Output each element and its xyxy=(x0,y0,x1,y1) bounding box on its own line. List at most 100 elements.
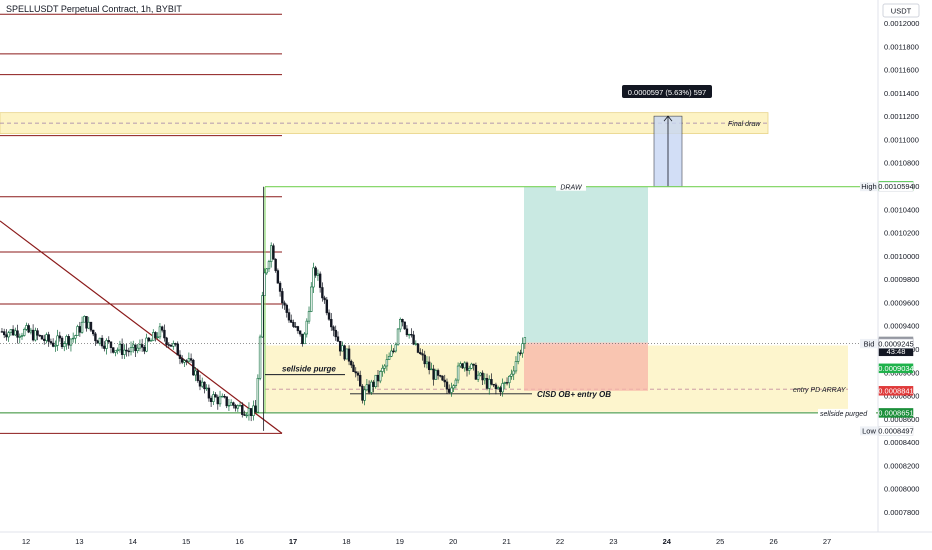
candle-body xyxy=(385,359,389,367)
candle-body xyxy=(212,394,215,402)
price-badge-label: 0.0008651 xyxy=(878,408,913,417)
candle-body xyxy=(276,270,280,284)
candle-body xyxy=(479,372,482,376)
candle-body xyxy=(481,372,484,381)
candle-body xyxy=(485,377,489,389)
candle-body xyxy=(488,379,491,389)
candle-body xyxy=(45,334,48,341)
candle-body xyxy=(365,384,369,391)
x-tick-label: 26 xyxy=(769,537,777,546)
candle-body xyxy=(330,319,333,328)
candle-body xyxy=(305,320,308,335)
candle-body xyxy=(156,336,159,338)
candle-body xyxy=(338,340,342,352)
candle-body xyxy=(229,402,233,406)
candle-body xyxy=(450,387,453,393)
final-draw-zone xyxy=(0,112,769,135)
y-tick-label: 0.0009800 xyxy=(884,275,919,284)
candle-body xyxy=(285,304,288,313)
candle-body xyxy=(194,370,197,376)
x-tick-label: 25 xyxy=(716,537,724,546)
candle-body xyxy=(412,334,415,345)
candle-body xyxy=(120,343,124,355)
candle-body xyxy=(149,340,153,342)
candle-body xyxy=(0,331,4,333)
candle-body xyxy=(387,356,391,360)
price-badge xyxy=(878,426,914,436)
candle-body xyxy=(401,319,404,323)
candle-body xyxy=(272,245,275,260)
candle-body xyxy=(20,335,24,337)
candle-body xyxy=(381,367,384,372)
countdown-label: 43:48 xyxy=(887,347,906,356)
price-badge-label: 0.0009034 xyxy=(878,364,913,373)
candle-body xyxy=(252,405,255,416)
x-tick-label: 19 xyxy=(396,537,404,546)
candle-body xyxy=(245,414,248,417)
candle-body xyxy=(38,334,41,337)
candle-body xyxy=(510,373,513,377)
candle-body xyxy=(352,364,355,372)
candle-body xyxy=(343,345,346,360)
candle-body xyxy=(192,359,195,376)
x-tick-label: 13 xyxy=(75,537,83,546)
candle-body xyxy=(307,311,311,322)
price-badge-prefix: Bid xyxy=(864,339,875,348)
candle-body xyxy=(96,340,99,344)
candle-body xyxy=(83,316,86,323)
candle-body xyxy=(323,297,326,301)
candle-body xyxy=(49,341,53,344)
candle-body xyxy=(152,332,155,341)
candle-body xyxy=(354,371,357,374)
candle-body xyxy=(499,387,502,393)
candle-body xyxy=(465,362,469,371)
candle-body xyxy=(334,329,337,338)
candle-body xyxy=(243,414,246,416)
currency-box[interactable] xyxy=(882,3,920,18)
candle-body xyxy=(218,396,222,405)
candle-body xyxy=(78,326,82,333)
price-badge-prefix-bg xyxy=(860,339,878,349)
candle-body xyxy=(427,361,431,371)
y-tick-label: 0.0009400 xyxy=(884,322,919,331)
y-tick-label: 0.0011200 xyxy=(884,112,919,121)
candle-body xyxy=(474,364,478,380)
candle-body xyxy=(189,358,193,361)
candle-body xyxy=(459,363,462,367)
y-tick-label: 0.0010000 xyxy=(884,252,919,261)
candle-body xyxy=(463,362,466,369)
candle-body xyxy=(60,337,64,348)
candle-body xyxy=(383,365,386,369)
x-tick-label: 17 xyxy=(289,537,297,546)
candle-body xyxy=(132,344,135,348)
candle-body xyxy=(347,348,351,362)
candle-body xyxy=(321,287,324,299)
candle-body xyxy=(439,375,442,377)
candle-body xyxy=(169,344,173,347)
candle-body xyxy=(107,340,110,343)
x-tick-label: 16 xyxy=(235,537,243,546)
candle-body xyxy=(74,335,77,339)
candle-body xyxy=(521,343,524,354)
candle-body xyxy=(47,334,50,342)
candle-body xyxy=(223,395,226,398)
candle-body xyxy=(178,354,182,359)
candle-body xyxy=(490,379,493,385)
candle-body xyxy=(25,325,28,330)
candle-body xyxy=(23,329,26,336)
candle-body xyxy=(519,352,522,355)
price-badge-prefix-bg xyxy=(860,182,878,192)
price-badge xyxy=(878,386,914,396)
candle-body xyxy=(85,316,88,329)
currency-label: USDT xyxy=(891,7,912,16)
candle-body xyxy=(296,326,300,332)
draw-label-bg xyxy=(556,182,586,191)
take-profit-zone xyxy=(524,186,648,343)
candle-body xyxy=(361,385,364,401)
candle-body xyxy=(472,363,475,366)
x-tick-label: 15 xyxy=(182,537,190,546)
candle-body xyxy=(27,325,30,333)
candle-body xyxy=(241,405,244,415)
candle-body xyxy=(407,334,411,336)
